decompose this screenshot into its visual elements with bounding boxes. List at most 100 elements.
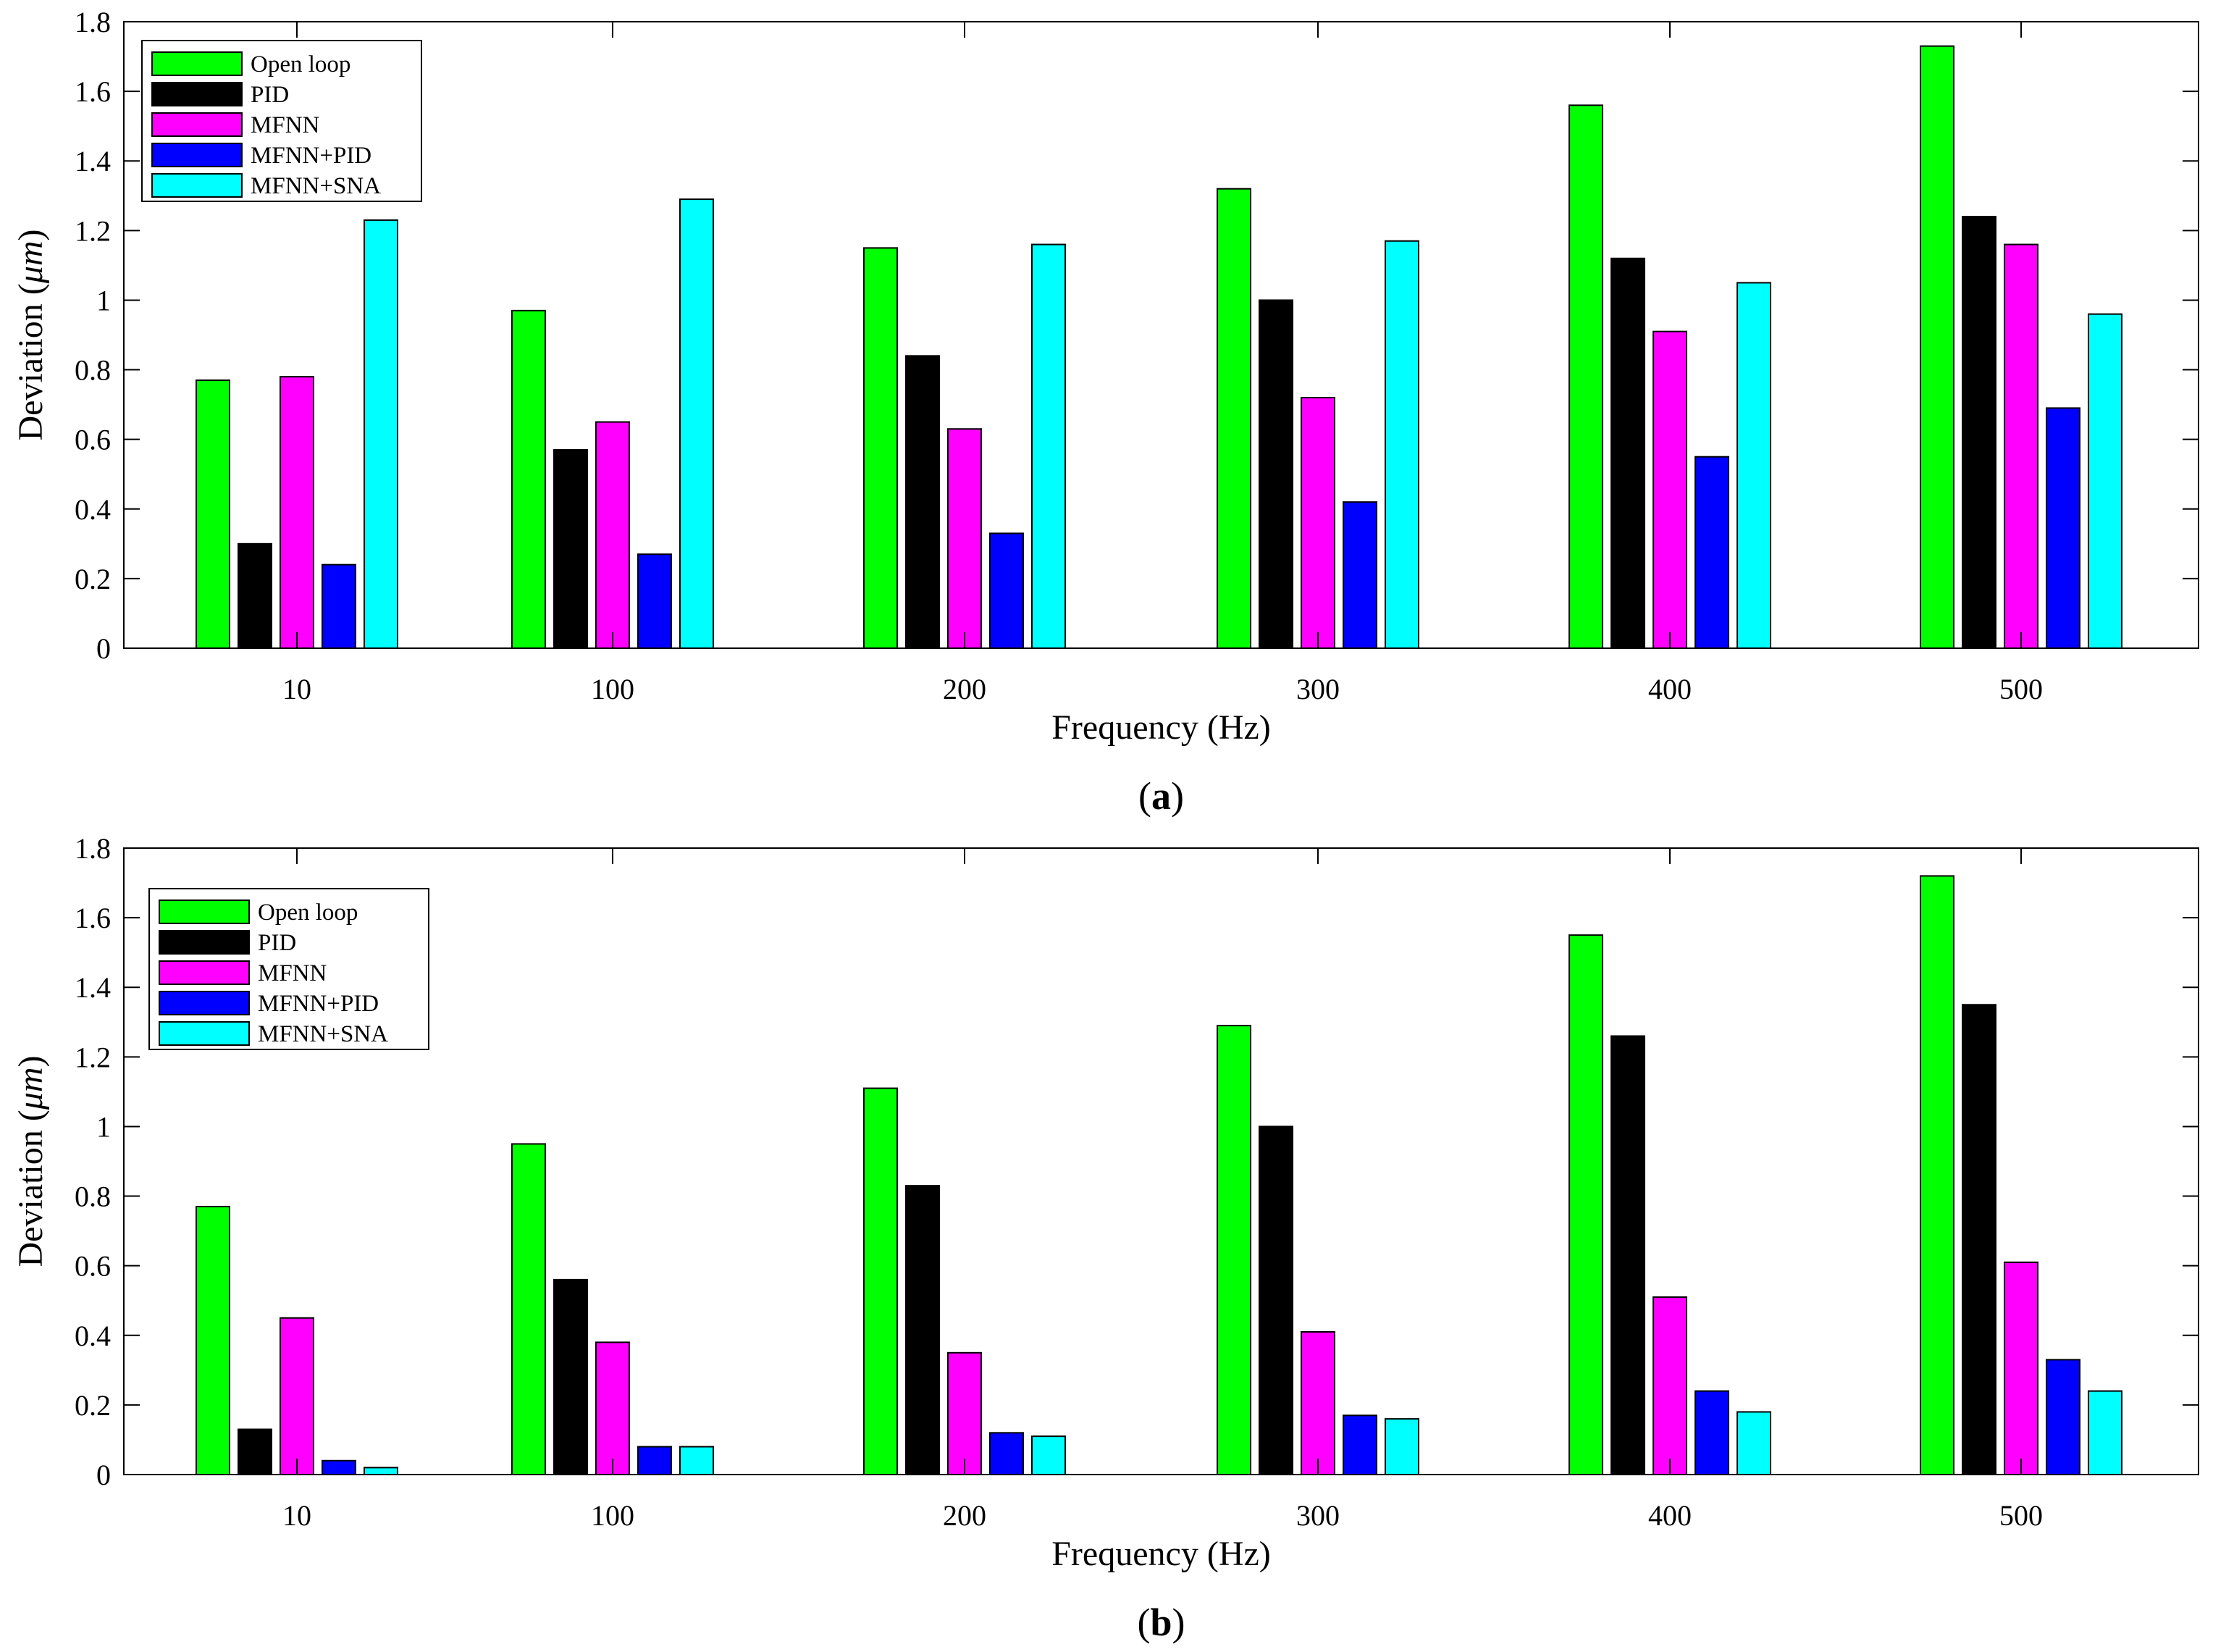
bar-open-loop-10 (196, 379, 230, 649)
y-tick-label: 0.4 (75, 493, 111, 526)
legend-label-mfnn: MFNN (251, 112, 320, 138)
bar-pid-500 (1962, 1004, 1996, 1475)
x-tick-label-300: 300 (1296, 673, 1340, 705)
bar-mfnn-pid-10 (322, 563, 356, 650)
y-tick-label: 1 (96, 284, 111, 316)
bar-mfnn-100 (595, 1341, 630, 1476)
bar-mfnn-sna-10 (364, 219, 398, 649)
panel-label-b: (b) (1137, 1601, 1185, 1644)
bar-pid-200 (905, 1185, 940, 1476)
legend-swatch-mfnn (159, 960, 250, 985)
bar-open-loop-400 (1569, 104, 1603, 650)
x-axis: 10 100 200 300 400 500 (282, 848, 2043, 1532)
bar-mfnn-pid-200 (989, 1432, 1024, 1476)
y-tick-label: 1.4 (75, 145, 111, 177)
legend-swatch-mfnn-pid (151, 143, 243, 167)
bar-mfnn-300 (1301, 1330, 1335, 1475)
bar-mfnn-sna-500 (2088, 1390, 2122, 1475)
legend-label-open-loop: Open loop (251, 51, 350, 77)
bar-pid-300 (1259, 299, 1293, 649)
chart-panel-a: 0 0.2 0.4 0.6 0.8 1 1.2 1.4 1.6 1.8 10 100 200 300 400… (12, 6, 2199, 818)
x-tick-label-100: 100 (591, 1499, 634, 1532)
x-tick-label-400: 400 (1648, 1499, 1692, 1532)
bar-mfnn-sna-100 (679, 198, 714, 650)
chart-panel-b: 0 0.2 0.4 0.6 0.8 1 1.2 1.4 1.6 1.8 10 100 200 300 400… (12, 832, 2199, 1644)
legend-label-mfnn-pid: MFNN+PID (258, 991, 379, 1017)
bar-mfnn-400 (1653, 1296, 1687, 1475)
bars (196, 45, 2122, 650)
x-tick-label-500: 500 (1999, 1499, 2043, 1532)
y-tick-label: 1.8 (75, 6, 111, 38)
x-tick-label-10: 10 (282, 673, 311, 705)
bar-open-loop-400 (1569, 934, 1603, 1475)
bar-pid-10 (238, 542, 272, 649)
bar-open-loop-300 (1217, 188, 1251, 649)
y-tick-label: 1 (96, 1110, 111, 1143)
y-tick-label: 1.4 (75, 971, 111, 1004)
legend-swatch-pid (151, 82, 243, 106)
legend-label-open-loop: Open loop (258, 900, 358, 926)
bar-mfnn-pid-200 (989, 532, 1024, 650)
y-tick-label: 0.2 (75, 563, 111, 595)
bar-mfnn-sna-300 (1385, 1418, 1419, 1475)
y-axis: 0 0.2 0.4 0.6 0.8 1 1.2 1.4 1.6 1.8 (75, 832, 2199, 1491)
y-axis: 0 0.2 0.4 0.6 0.8 1 1.2 1.4 1.6 1.8 (75, 6, 2199, 665)
legend-label-mfnn-sna: MFNN+SNA (258, 1021, 388, 1047)
x-tick-label-100: 100 (591, 673, 634, 705)
legend-swatch-mfnn (151, 112, 243, 137)
bar-mfnn-sna-400 (1737, 282, 1771, 649)
bar-mfnn-500 (2004, 1261, 2038, 1475)
bar-open-loop-200 (863, 1087, 898, 1476)
y-tick-label: 0.8 (75, 1181, 111, 1213)
x-tick-label-200: 200 (943, 1499, 986, 1532)
bars (196, 875, 2122, 1476)
plot-area-frame (123, 21, 2199, 649)
bar-pid-10 (238, 1428, 272, 1476)
x-tick-label-400: 400 (1648, 673, 1692, 705)
legend-swatch-mfnn-sna (159, 1021, 250, 1046)
bar-mfnn-sna-500 (2088, 313, 2122, 649)
legend: Open loop PID MFNN MFNN+PID MFNN+SNA (148, 888, 429, 1050)
legend-label-mfnn-pid: MFNN+PID (251, 143, 371, 169)
bar-mfnn-sna-300 (1385, 240, 1419, 649)
legend: Open loop PID MFNN MFNN+PID MFNN+SNA (141, 40, 422, 202)
y-tick-label: 0.6 (75, 1250, 111, 1283)
y-tick-label: 0.8 (75, 354, 111, 387)
bar-mfnn-100 (595, 421, 630, 650)
y-tick-label: 1.2 (75, 1041, 111, 1073)
bar-open-loop-500 (1920, 45, 1954, 649)
bar-mfnn-300 (1301, 397, 1335, 649)
y-tick-label: 1.6 (75, 902, 111, 934)
legend-label-pid: PID (251, 82, 289, 108)
bar-mfnn-pid-100 (637, 553, 672, 649)
legend-label-pid: PID (258, 930, 296, 956)
bar-mfnn-pid-100 (637, 1446, 672, 1475)
bar-mfnn-pid-400 (1695, 1390, 1729, 1475)
bar-mfnn-sna-200 (1031, 243, 1066, 649)
bar-mfnn-sna-10 (364, 1467, 398, 1476)
bar-pid-500 (1962, 216, 1996, 650)
legend-label-mfnn-sna: MFNN+SNA (251, 173, 381, 199)
legend-swatch-mfnn-sna (151, 173, 243, 198)
bar-open-loop-100 (511, 1143, 546, 1475)
bar-mfnn-pid-400 (1695, 456, 1729, 649)
x-tick-label-500: 500 (1999, 673, 2043, 705)
bar-pid-400 (1611, 257, 1645, 649)
legend-label-mfnn: MFNN (258, 960, 327, 986)
bar-mfnn-400 (1653, 330, 1687, 649)
y-tick-label: 0.6 (75, 424, 111, 456)
bar-open-loop-200 (863, 247, 898, 650)
legend-swatch-mfnn-pid (159, 991, 250, 1015)
y-tick-label: 1.6 (75, 75, 111, 108)
legend-swatch-open-loop (159, 900, 250, 924)
legend-swatch-open-loop (151, 51, 243, 76)
y-axis-label: Deviation (μm) (12, 229, 50, 440)
y-tick-label: 0 (96, 1459, 111, 1491)
bar-mfnn-pid-500 (2046, 1359, 2080, 1475)
bar-mfnn-200 (947, 1351, 982, 1475)
x-tick-label-300: 300 (1296, 1499, 1340, 1532)
bar-mfnn-500 (2004, 243, 2038, 649)
y-tick-label: 1.8 (75, 832, 111, 865)
bar-pid-100 (553, 1278, 588, 1476)
y-axis-label: Deviation (μm) (12, 1055, 50, 1267)
